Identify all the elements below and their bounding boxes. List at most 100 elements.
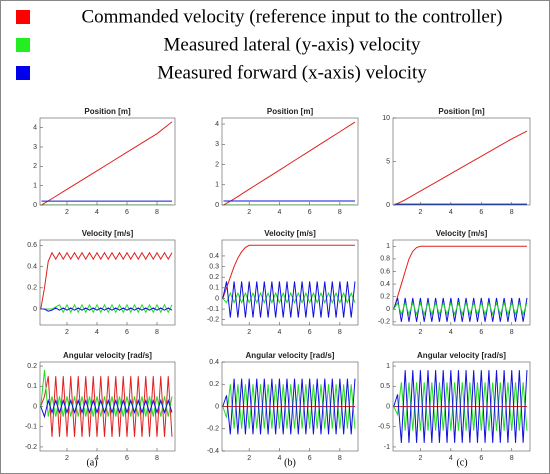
x-tick-label: 2 (418, 209, 422, 216)
y-tick-label: 0 (33, 202, 37, 209)
x-tick-label: 2 (65, 209, 69, 216)
series-line (41, 121, 173, 205)
series-line (40, 398, 173, 419)
plot-area (40, 240, 175, 325)
panel-label: (c) (456, 457, 467, 468)
panel-title: Angular velocity [rad/s] (417, 351, 506, 360)
axes-box (39, 117, 176, 206)
y-tick-label: -0.2 (378, 319, 390, 326)
x-tick-label: 4 (277, 329, 281, 336)
y-tick-label: 0 (215, 202, 219, 209)
series-line (222, 244, 355, 299)
series-line (393, 245, 527, 310)
y-tick-label: 0 (215, 295, 219, 302)
y-tick-label: 0.4 (209, 359, 219, 366)
y-tick-label: -0.1 (207, 306, 219, 313)
x-tick-label: 8 (338, 209, 342, 216)
series-line (393, 301, 528, 316)
x-tick-label: 4 (95, 209, 99, 216)
legend-label: Measured lateral (y-axis) velocity (164, 34, 421, 55)
axes-box (221, 117, 359, 206)
y-tick-label: 0.4 (209, 253, 219, 260)
y-tick-label: 0 (33, 306, 37, 313)
y-tick-label: -0.5 (378, 424, 390, 431)
y-tick-label: 0.1 (209, 285, 219, 292)
axes-box (392, 239, 531, 326)
plot-area (40, 362, 175, 451)
x-tick-label: 6 (125, 455, 129, 462)
x-tick-label: 4 (277, 209, 281, 216)
series-line (222, 378, 356, 435)
y-tick-label: 0 (386, 403, 390, 410)
x-tick-label: 8 (510, 455, 514, 462)
x-tick-label: 8 (338, 329, 342, 336)
x-tick-label: 4 (449, 455, 453, 462)
y-tick-label: 5 (386, 158, 390, 165)
y-tick-label: 10 (382, 115, 390, 122)
y-tick-label: 3 (33, 144, 37, 151)
y-tick-label: 0.3 (209, 263, 219, 270)
series-line (223, 121, 356, 205)
panel-title: Position [m] (438, 107, 485, 116)
y-tick-label: 0 (386, 202, 390, 209)
y-tick-label: 0.2 (27, 363, 37, 370)
x-tick-label: 2 (247, 455, 251, 462)
panel-title: Position [m] (84, 107, 131, 116)
panel-title: Position [m] (267, 107, 314, 116)
y-tick-label: 0.8 (380, 256, 390, 263)
y-tick-label: 1 (215, 182, 219, 189)
y-tick-label: -0.2 (25, 444, 37, 451)
y-tick-label: 0.6 (380, 268, 390, 275)
y-tick-label: 0 (386, 306, 390, 313)
y-tick-label: 1 (33, 183, 37, 190)
x-tick-label: 4 (277, 455, 281, 462)
x-tick-label: 6 (308, 209, 312, 216)
y-tick-label: 4 (33, 125, 37, 132)
y-tick-label: 0 (215, 403, 219, 410)
legend-label: Commanded velocity (reference input to t… (81, 6, 502, 27)
y-tick-label: 2 (33, 163, 37, 170)
x-tick-label: 4 (449, 329, 453, 336)
legend-swatch (16, 10, 30, 24)
x-tick-label: 4 (95, 455, 99, 462)
y-tick-label: 3 (215, 141, 219, 148)
y-tick-label: 0.4 (380, 281, 390, 288)
series-line (394, 130, 528, 205)
y-tick-label: 1 (386, 243, 390, 250)
x-tick-label: 8 (338, 455, 342, 462)
x-tick-label: 6 (479, 209, 483, 216)
y-tick-label: 2 (215, 161, 219, 168)
x-tick-label: 2 (418, 329, 422, 336)
x-tick-label: 2 (418, 455, 422, 462)
y-tick-label: 0.2 (27, 285, 37, 292)
panel-label: (b) (284, 457, 296, 468)
axes-box (39, 239, 176, 326)
y-tick-label: 0.2 (209, 381, 219, 388)
y-tick-label: -0.2 (207, 426, 219, 433)
series-line (40, 251, 173, 310)
series-line (393, 370, 528, 443)
x-tick-label: 8 (510, 329, 514, 336)
axes-box (221, 239, 359, 326)
panel-title: Angular velocity [rad/s] (246, 351, 335, 360)
x-tick-label: 8 (155, 455, 159, 462)
series-line (222, 281, 356, 318)
panel-title: Velocity [m/s] (264, 229, 316, 238)
x-tick-label: 8 (155, 209, 159, 216)
x-tick-label: 6 (479, 329, 483, 336)
x-tick-label: 6 (125, 209, 129, 216)
x-tick-label: 2 (247, 209, 251, 216)
panel-title: Velocity [m/s] (82, 229, 134, 238)
y-tick-label: 0.4 (27, 263, 37, 270)
y-tick-label: -0.2 (207, 317, 219, 324)
y-tick-label: 0.5 (380, 383, 390, 390)
y-tick-label: -0.4 (207, 448, 219, 455)
legend-swatch (16, 38, 30, 52)
x-tick-label: 4 (449, 209, 453, 216)
y-tick-label: 0.6 (27, 242, 37, 249)
x-tick-label: 6 (479, 455, 483, 462)
plot-area (393, 118, 530, 205)
x-tick-label: 2 (65, 329, 69, 336)
x-tick-label: 2 (247, 329, 251, 336)
